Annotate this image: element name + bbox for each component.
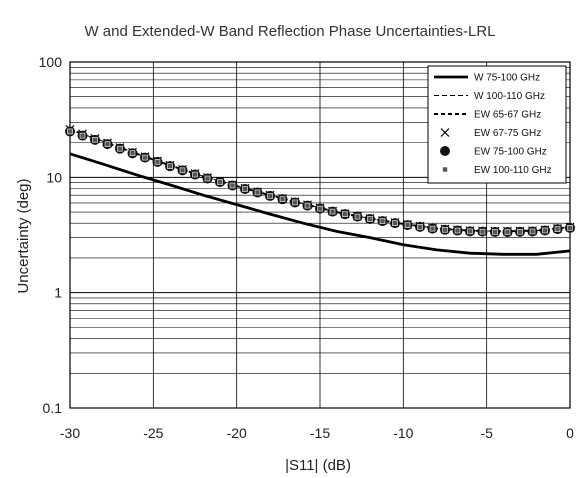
x-tick-label: 0 xyxy=(566,425,574,441)
data-point-stroke xyxy=(440,128,450,137)
data-point-square xyxy=(367,216,373,222)
data-point-square xyxy=(217,179,223,185)
data-point-square xyxy=(467,228,473,235)
data-point-square xyxy=(479,228,486,235)
y-tick-label: 10 xyxy=(46,169,62,185)
x-axis-label: |S11| (dB) xyxy=(285,457,351,474)
legend: W 75-100 GHz W 100-110 GHz EW 65-67 GHz EW … xyxy=(427,65,567,184)
data-point-x xyxy=(440,128,450,137)
x-tick-label: -30 xyxy=(60,425,80,441)
data-point-square xyxy=(542,227,548,234)
data-point-square xyxy=(67,128,73,135)
data-point-square xyxy=(317,205,323,212)
series-group xyxy=(65,125,575,256)
data-point-square xyxy=(142,154,148,161)
data-point-square xyxy=(254,189,261,196)
legend-label: EW 67-75 GHz xyxy=(474,128,541,139)
data-point-square xyxy=(554,226,561,232)
data-point-square xyxy=(192,171,198,178)
y-tick-label: 100 xyxy=(39,54,63,70)
data-point-square xyxy=(417,224,423,230)
legend-label: EW 75-100 GHz xyxy=(474,147,547,158)
data-point-square xyxy=(379,218,386,224)
legend-entry: EW 67-75 GHz xyxy=(440,128,541,139)
data-point-square xyxy=(567,225,573,231)
legend-entry: EW 65-67 GHz xyxy=(434,110,541,121)
data-point-square xyxy=(329,208,336,215)
legend-entry: W 75-100 GHz xyxy=(434,73,540,84)
data-point-square xyxy=(429,225,436,232)
data-point-square xyxy=(442,166,448,173)
data-point-square xyxy=(354,213,361,220)
series-line xyxy=(69,152,571,256)
series-0 xyxy=(69,152,571,256)
data-point-square xyxy=(117,145,123,152)
data-point-square xyxy=(279,196,286,202)
chart-title: W and Extended-W Band Reflection Phase U… xyxy=(84,23,495,40)
data-point-square xyxy=(392,220,398,226)
legend-label: EW 100-110 GHz xyxy=(474,165,552,176)
data-point-square xyxy=(529,228,536,235)
y-tick-label: 0.1 xyxy=(43,400,63,416)
x-tick-label: -25 xyxy=(143,425,163,441)
data-point-square xyxy=(229,182,236,189)
legend-label: W 75-100 GHz xyxy=(474,73,540,84)
legend-label: EW 65-67 GHz xyxy=(474,110,541,121)
data-point-square xyxy=(204,175,211,182)
data-point-square xyxy=(342,211,348,217)
data-point-square xyxy=(79,132,86,139)
data-point-square xyxy=(304,202,311,209)
data-point-square xyxy=(442,226,448,233)
x-tick-label: -10 xyxy=(393,425,413,441)
data-point-square xyxy=(454,227,461,234)
y-axis-label: Uncertainty (deg) xyxy=(15,178,32,293)
plot-frame xyxy=(69,61,571,409)
data-point-square xyxy=(504,229,511,235)
data-point-square xyxy=(154,159,161,165)
legend-entry: EW 75-100 GHz xyxy=(440,146,547,158)
x-tick-label: -20 xyxy=(227,425,247,441)
data-point-square xyxy=(104,141,111,147)
series-5 xyxy=(67,128,573,235)
data-point-square xyxy=(517,228,523,235)
data-point-square xyxy=(167,163,173,169)
data-point-square xyxy=(267,193,273,199)
data-point-square xyxy=(242,186,248,192)
data-point-dot xyxy=(440,146,450,156)
data-point-square xyxy=(292,199,298,206)
legend-entry: W 100-110 GHz xyxy=(434,91,545,102)
data-point-square xyxy=(492,229,498,235)
data-point-square xyxy=(179,167,186,174)
data-point-square xyxy=(92,137,98,143)
y-tick-label: 1 xyxy=(54,285,62,301)
data-point-square xyxy=(404,222,411,228)
legend-entry: EW 100-110 GHz xyxy=(442,165,552,176)
legend-label: W 100-110 GHz xyxy=(474,91,545,102)
x-tick-label: -5 xyxy=(480,425,493,441)
legend-box xyxy=(427,65,567,184)
x-tick-label: -15 xyxy=(310,425,330,441)
tick-labels: -30 -25 -20 -15 -10 -5 0 0.1 1 10 100 xyxy=(39,54,574,441)
data-point-square xyxy=(129,150,136,157)
